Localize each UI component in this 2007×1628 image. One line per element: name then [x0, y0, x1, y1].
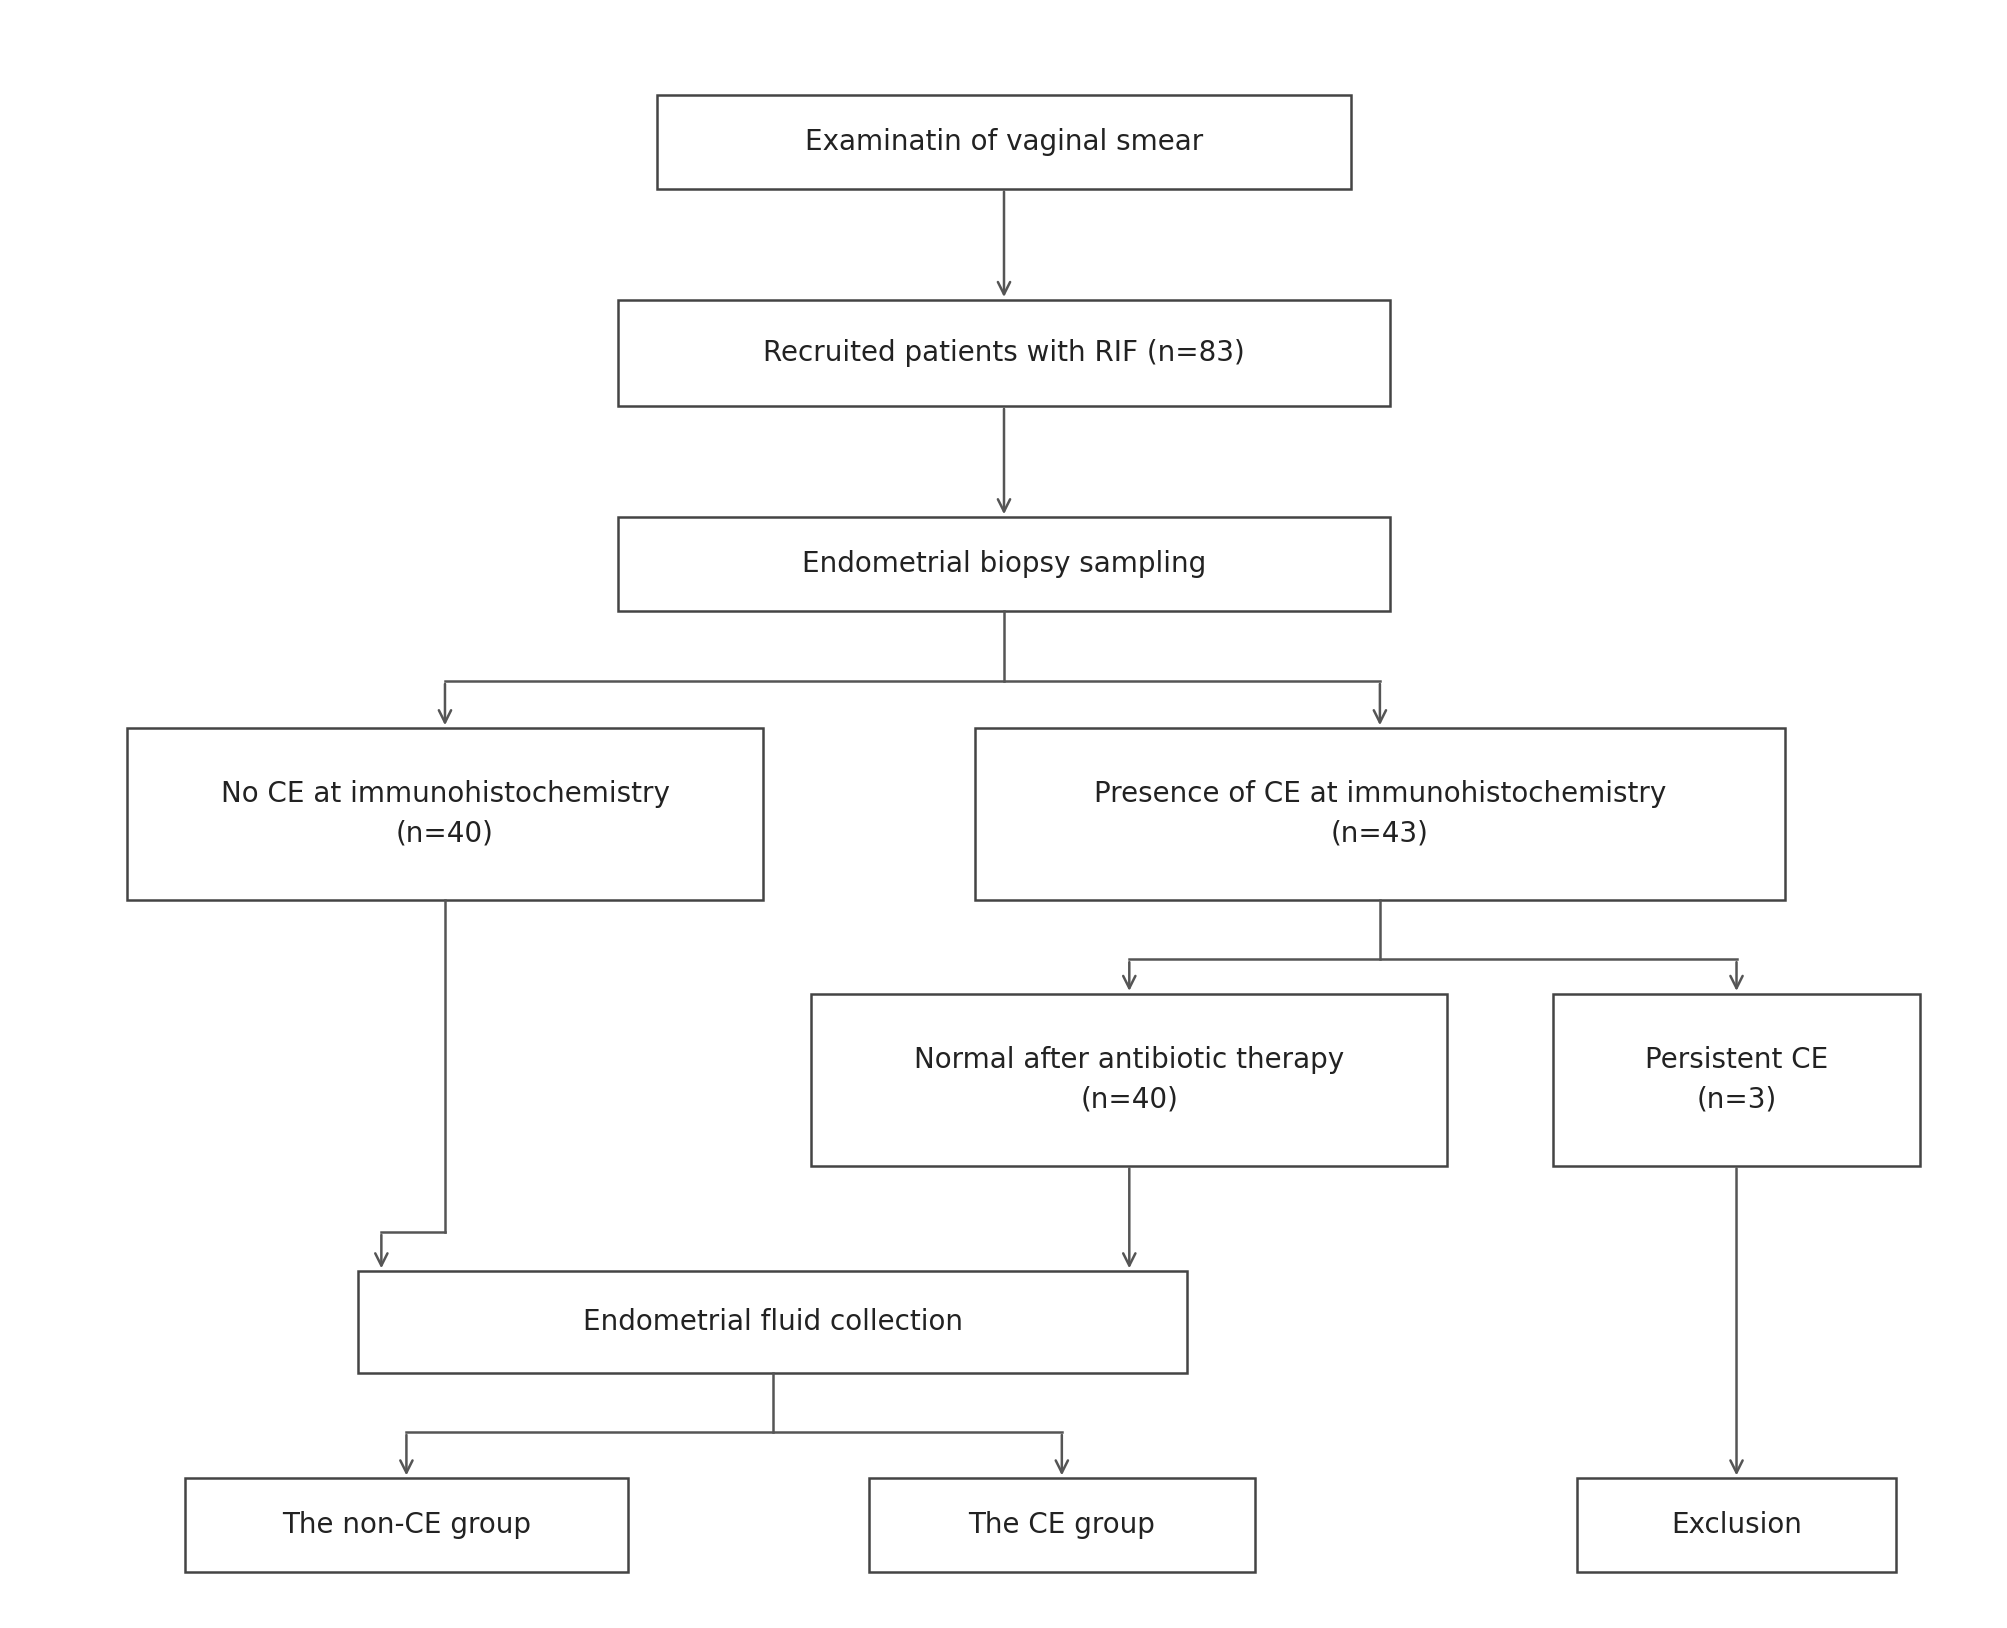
Text: Examinatin of vaginal smear: Examinatin of vaginal smear	[805, 129, 1202, 156]
Text: Presence of CE at immunohistochemistry
(n=43): Presence of CE at immunohistochemistry (…	[1094, 780, 1666, 848]
FancyBboxPatch shape	[185, 1478, 628, 1573]
FancyBboxPatch shape	[126, 728, 763, 900]
FancyBboxPatch shape	[618, 300, 1389, 405]
Text: The CE group: The CE group	[967, 1511, 1154, 1538]
FancyBboxPatch shape	[618, 518, 1389, 610]
FancyBboxPatch shape	[1553, 993, 1919, 1166]
FancyBboxPatch shape	[357, 1271, 1186, 1372]
Text: Endometrial biopsy sampling: Endometrial biopsy sampling	[801, 550, 1206, 578]
Text: Recruited patients with RIF (n=83): Recruited patients with RIF (n=83)	[763, 339, 1244, 366]
FancyBboxPatch shape	[975, 728, 1784, 900]
FancyBboxPatch shape	[1578, 1478, 1895, 1573]
Text: No CE at immunohistochemistry
(n=40): No CE at immunohistochemistry (n=40)	[221, 780, 668, 848]
FancyBboxPatch shape	[811, 993, 1447, 1166]
Text: Exclusion: Exclusion	[1670, 1511, 1800, 1538]
Text: Persistent CE
(n=3): Persistent CE (n=3)	[1644, 1047, 1826, 1114]
Text: Endometrial fluid collection: Endometrial fluid collection	[582, 1307, 961, 1337]
Text: The non-CE group: The non-CE group	[281, 1511, 530, 1538]
FancyBboxPatch shape	[656, 94, 1351, 189]
Text: Normal after antibiotic therapy
(n=40): Normal after antibiotic therapy (n=40)	[913, 1047, 1345, 1114]
FancyBboxPatch shape	[869, 1478, 1254, 1573]
